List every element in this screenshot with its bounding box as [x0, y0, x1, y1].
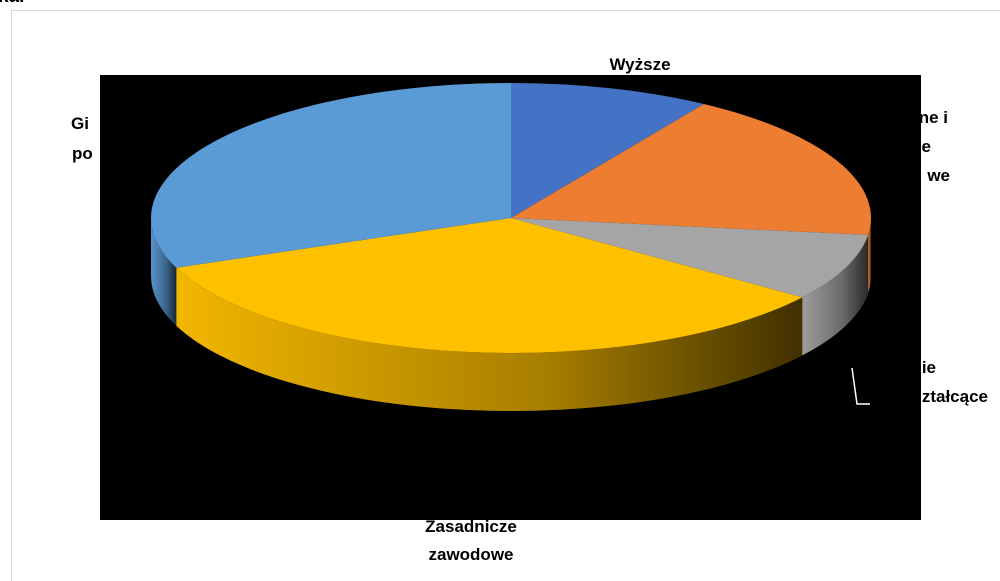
slice-side-srednie-ogolnoksztalcace-shade — [802, 234, 869, 356]
slice-gimnazjalne-i-ponizej — [150, 83, 511, 268]
pie-labels: Wyższe ne i e we nie ztałcące Zasadnicze zawodo… — [71, 55, 988, 564]
pie-tops — [150, 83, 872, 353]
chart-area — [11, 10, 1000, 581]
slice-label-srednie-ogolnoksztalcace: ztałcące — [922, 387, 988, 406]
slice-label-gimnazjalne-i-ponizej: Gi — [71, 114, 89, 133]
slice-side-zasadnicze-zawodowe-shade — [176, 267, 803, 411]
slice-zasadnicze-zawodowe — [176, 218, 803, 353]
page-caption: ka. — [0, 0, 24, 8]
slice-label-policealne-i-srednie-zawodowe: ne i — [919, 108, 948, 127]
slice-label-gimnazjalne-i-ponizej: po — [72, 144, 93, 163]
slice-wyzsze — [511, 83, 704, 218]
slice-label-zasadnicze-zawodowe: Zasadnicze — [425, 517, 517, 536]
slice-side-policealne-i-srednie-zawodowe-shade — [868, 218, 872, 293]
slice-label-policealne-i-srednie-zawodowe: e — [922, 137, 931, 156]
slice-label-srednie-ogolnoksztalcace: nie — [911, 358, 936, 377]
slice-label-policealne-i-srednie-zawodowe: we — [926, 166, 950, 185]
slice-policealne-i-srednie-zawodowe — [511, 104, 872, 235]
pie-leaders — [851, 367, 870, 405]
pie-sides — [151, 218, 872, 411]
slice-label-wyzsze: Wyższe — [609, 55, 670, 74]
slice-label-zasadnicze-zawodowe: zawodowe — [428, 545, 513, 564]
leader-line-srednie — [851, 367, 870, 405]
slice-side-gimnazjalne-i-ponizej-shade — [151, 218, 177, 326]
slice-srednie-ogolnoksztalcace — [511, 218, 869, 298]
